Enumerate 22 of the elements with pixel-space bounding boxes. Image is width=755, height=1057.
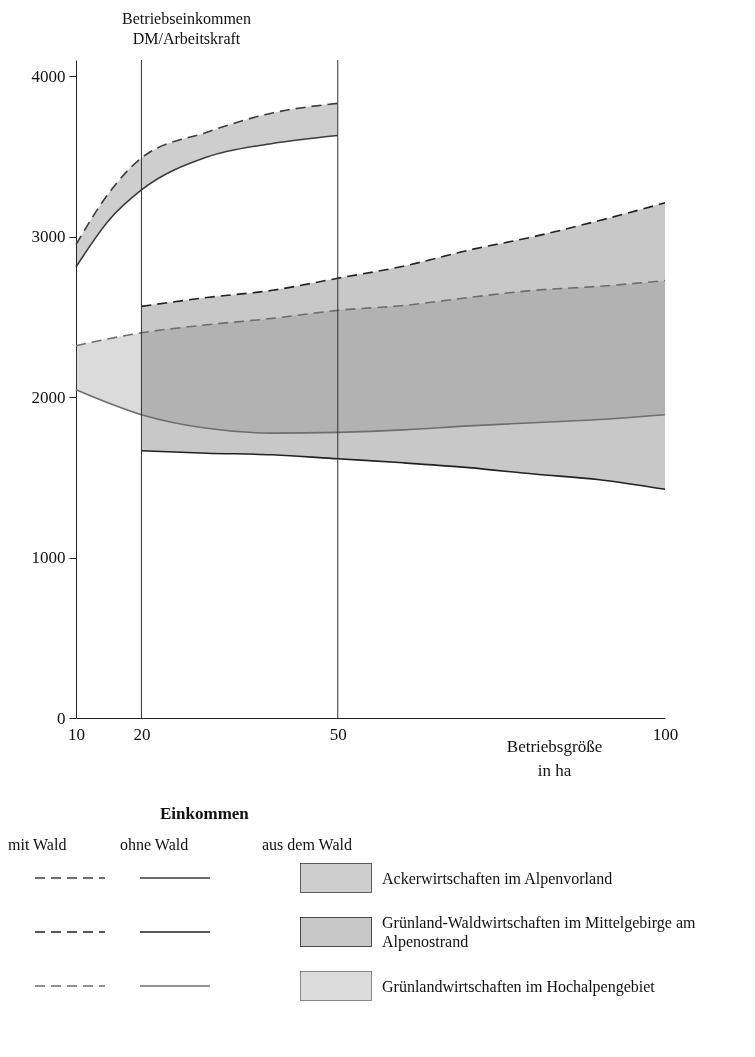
y-tick-label: 4000 bbox=[31, 66, 66, 86]
line-series bbox=[75, 279, 666, 347]
y-tick-label: 2000 bbox=[31, 387, 66, 407]
x-tick-label: 20 bbox=[133, 724, 151, 744]
legend-label: Ackerwirtschaften im Alpenvorland bbox=[382, 868, 614, 888]
x-tick-label: 100 bbox=[652, 724, 679, 744]
x-axis-title: Betriebsgröße in ha bbox=[506, 736, 603, 780]
line-series bbox=[140, 202, 666, 308]
line-series bbox=[75, 389, 666, 434]
text: mit Wald bbox=[8, 836, 67, 854]
legend-label: Grünland-Waldwirtschaften im Mittelgebirge am Alpenostrand bbox=[382, 913, 697, 951]
text: aus dem Wald bbox=[262, 836, 352, 854]
y-tick-label: 3000 bbox=[31, 227, 66, 247]
legend-label: Grünlandwirtschaften im Hochalpengebiet bbox=[382, 976, 656, 996]
y-tick-label: 0 bbox=[57, 708, 66, 728]
text: ohne Wald bbox=[120, 836, 189, 854]
y-axis-title: Betriebseinkommen DM/Arbeitskraft bbox=[122, 9, 251, 47]
y-tick-label: 1000 bbox=[31, 548, 66, 568]
line-series bbox=[140, 449, 666, 491]
x-tick-label: 50 bbox=[329, 724, 347, 744]
legend-title: Einkommen bbox=[160, 804, 249, 824]
x-tick-label: 10 bbox=[68, 724, 85, 744]
